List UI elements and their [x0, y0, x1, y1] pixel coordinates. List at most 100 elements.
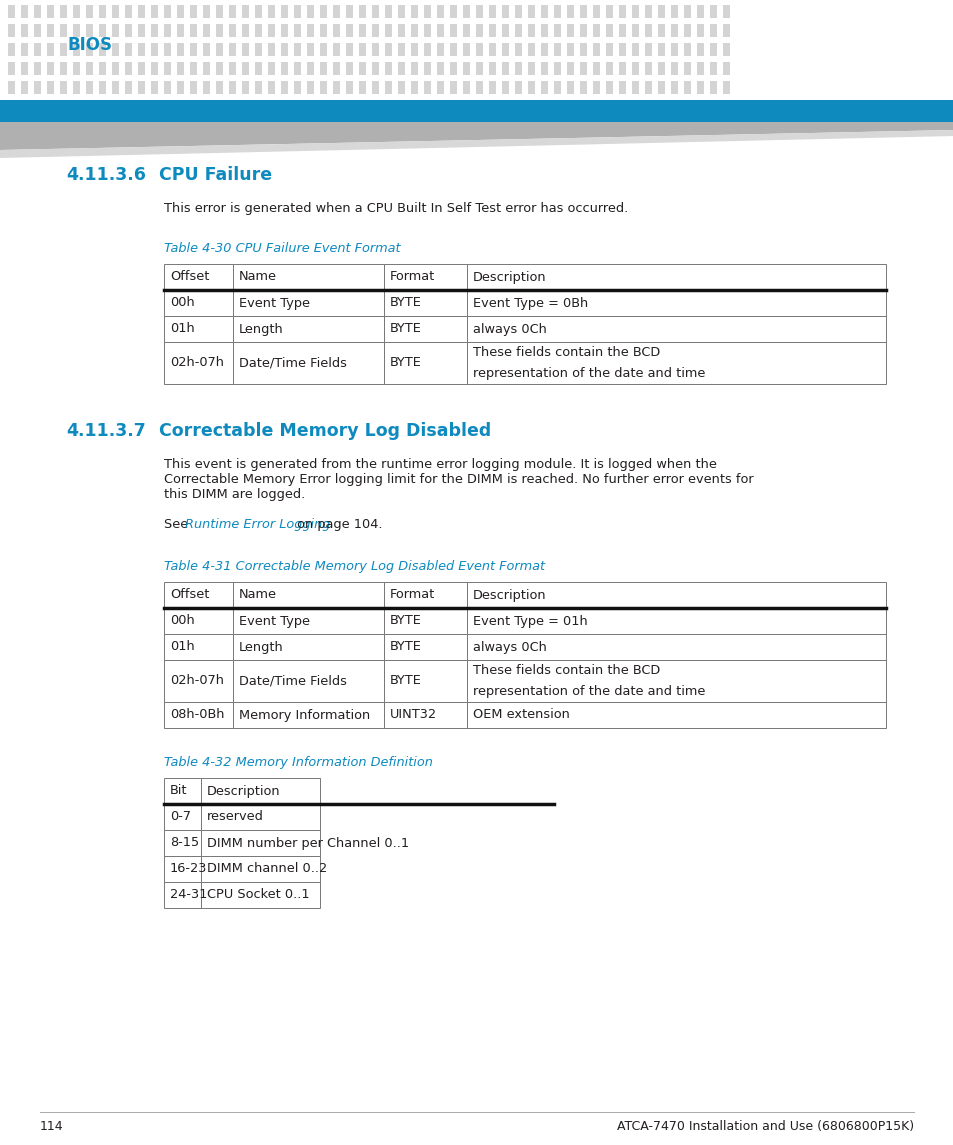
- Bar: [319, 62, 327, 76]
- Bar: [281, 81, 288, 94]
- Bar: [605, 44, 613, 56]
- Bar: [242, 44, 249, 56]
- Bar: [0, 100, 953, 123]
- Bar: [467, 264, 885, 290]
- Bar: [722, 24, 729, 37]
- Bar: [697, 81, 703, 94]
- Bar: [423, 62, 431, 76]
- Bar: [384, 290, 467, 316]
- Bar: [515, 81, 521, 94]
- Bar: [164, 882, 201, 908]
- Bar: [73, 81, 80, 94]
- Bar: [593, 5, 599, 18]
- Bar: [47, 81, 54, 94]
- Bar: [164, 634, 233, 660]
- Bar: [307, 81, 314, 94]
- Text: 114: 114: [40, 1120, 64, 1134]
- Polygon shape: [0, 123, 953, 150]
- Bar: [73, 44, 80, 56]
- Text: 0-7: 0-7: [170, 811, 191, 823]
- Bar: [21, 24, 28, 37]
- Bar: [476, 5, 482, 18]
- Bar: [346, 62, 353, 76]
- Bar: [254, 5, 262, 18]
- Text: BIOS: BIOS: [68, 35, 112, 54]
- Bar: [229, 5, 235, 18]
- Text: BYTE: BYTE: [390, 323, 421, 335]
- Bar: [34, 5, 41, 18]
- Bar: [605, 62, 613, 76]
- Bar: [8, 62, 15, 76]
- Bar: [501, 62, 509, 76]
- Bar: [177, 24, 184, 37]
- Bar: [372, 5, 378, 18]
- Bar: [540, 81, 547, 94]
- Text: 4.11.3.6: 4.11.3.6: [66, 166, 146, 184]
- Bar: [658, 62, 664, 76]
- Text: Date/Time Fields: Date/Time Fields: [238, 674, 346, 687]
- Bar: [34, 81, 41, 94]
- Bar: [281, 62, 288, 76]
- Bar: [203, 44, 210, 56]
- Bar: [501, 81, 509, 94]
- Bar: [358, 44, 366, 56]
- Bar: [385, 62, 392, 76]
- Bar: [384, 582, 467, 608]
- Bar: [554, 24, 560, 37]
- Bar: [697, 62, 703, 76]
- Bar: [164, 660, 233, 702]
- Bar: [358, 62, 366, 76]
- Bar: [566, 44, 574, 56]
- Bar: [384, 342, 467, 384]
- Bar: [372, 44, 378, 56]
- Bar: [21, 44, 28, 56]
- Bar: [201, 882, 319, 908]
- Bar: [164, 856, 201, 882]
- Bar: [164, 264, 233, 290]
- Bar: [467, 582, 885, 608]
- Text: 4.11.3.7: 4.11.3.7: [66, 423, 146, 440]
- Bar: [397, 44, 405, 56]
- Text: Length: Length: [238, 640, 283, 654]
- Bar: [151, 62, 158, 76]
- Bar: [242, 24, 249, 37]
- Bar: [190, 24, 196, 37]
- Bar: [177, 44, 184, 56]
- Bar: [268, 81, 274, 94]
- Bar: [201, 804, 319, 830]
- Bar: [233, 702, 384, 728]
- Bar: [658, 44, 664, 56]
- Bar: [281, 44, 288, 56]
- Text: Length: Length: [238, 323, 283, 335]
- Text: on page 104.: on page 104.: [293, 518, 382, 531]
- Bar: [281, 24, 288, 37]
- Bar: [462, 62, 470, 76]
- Bar: [177, 62, 184, 76]
- Bar: [125, 81, 132, 94]
- Bar: [683, 81, 690, 94]
- Bar: [164, 830, 201, 856]
- Bar: [125, 44, 132, 56]
- Bar: [397, 62, 405, 76]
- Text: Format: Format: [390, 270, 435, 284]
- Bar: [372, 24, 378, 37]
- Bar: [233, 342, 384, 384]
- Bar: [333, 24, 339, 37]
- Bar: [164, 24, 171, 37]
- Bar: [450, 62, 456, 76]
- Bar: [47, 24, 54, 37]
- Bar: [164, 804, 201, 830]
- Bar: [436, 44, 443, 56]
- Bar: [515, 62, 521, 76]
- Text: 02h-07h: 02h-07h: [170, 674, 224, 687]
- Text: Offset: Offset: [170, 270, 209, 284]
- Bar: [242, 62, 249, 76]
- Bar: [268, 62, 274, 76]
- Bar: [527, 44, 535, 56]
- Text: always 0Ch: always 0Ch: [473, 323, 546, 335]
- Bar: [138, 24, 145, 37]
- Bar: [319, 81, 327, 94]
- Bar: [489, 62, 496, 76]
- Bar: [60, 81, 67, 94]
- Bar: [644, 44, 651, 56]
